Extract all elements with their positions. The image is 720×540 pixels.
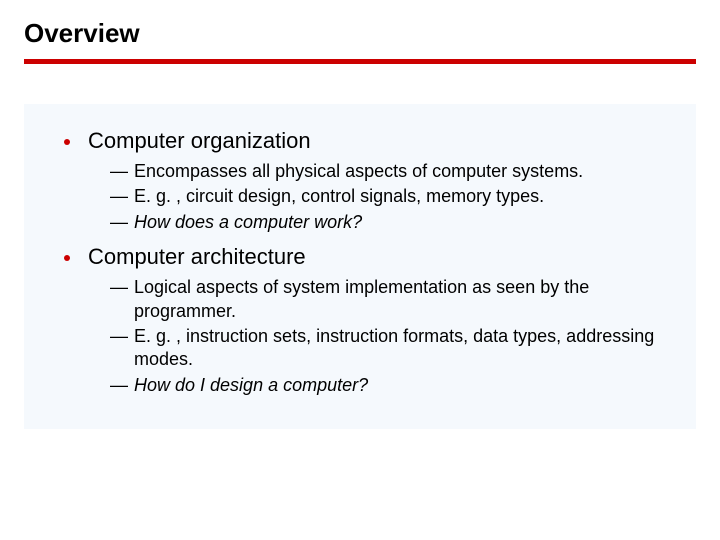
sub-item-text: E. g. , circuit design, control signals,… [134,185,544,208]
section-heading-text: Computer organization [88,128,311,154]
dash-icon: — [110,211,128,234]
sub-item-text: Logical aspects of system implementation… [134,276,666,323]
sub-item: — Encompasses all physical aspects of com… [110,160,666,183]
content-area: Computer organization — Encompasses all ph… [24,104,696,429]
sub-item: — Logical aspects of system implementatio… [110,276,666,323]
slide: Overview Computer organization — Encompass… [0,0,720,540]
sub-item-text: E. g. , instruction sets, instruction fo… [134,325,666,372]
dash-icon: — [110,160,128,183]
dash-icon: — [110,276,128,299]
section-heading: Computer organization [64,128,686,154]
section-heading-text: Computer architecture [88,244,306,270]
title-rule [24,59,696,64]
dash-icon: — [110,325,128,348]
bullet-dot-icon [64,139,70,145]
sub-item: — How does a computer work? [110,211,666,234]
sub-item: — E. g. , instruction sets, instruction f… [110,325,666,372]
sub-item: — How do I design a computer? [110,374,666,397]
sub-item: — E. g. , circuit design, control signals… [110,185,666,208]
dash-icon: — [110,374,128,397]
slide-title: Overview [24,18,696,55]
bullet-dot-icon [64,255,70,261]
sub-item-text: How do I design a computer? [134,374,368,397]
sub-item-text: How does a computer work? [134,211,362,234]
section-heading: Computer architecture [64,244,686,270]
sub-item-text: Encompasses all physical aspects of comp… [134,160,583,183]
dash-icon: — [110,185,128,208]
